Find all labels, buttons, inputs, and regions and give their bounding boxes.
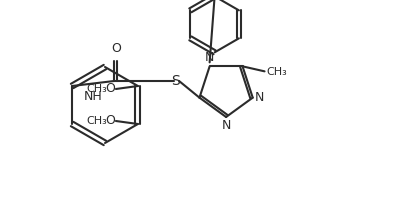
Text: CH₃: CH₃ <box>86 116 107 126</box>
Text: CH₃: CH₃ <box>86 84 107 94</box>
Text: NH: NH <box>84 90 102 102</box>
Text: O: O <box>111 42 121 55</box>
Text: N: N <box>205 51 214 64</box>
Text: N: N <box>221 119 231 132</box>
Text: O: O <box>105 114 115 128</box>
Text: S: S <box>171 74 179 88</box>
Text: O: O <box>105 82 115 95</box>
Text: CH₃: CH₃ <box>267 67 287 77</box>
Text: N: N <box>255 91 264 104</box>
